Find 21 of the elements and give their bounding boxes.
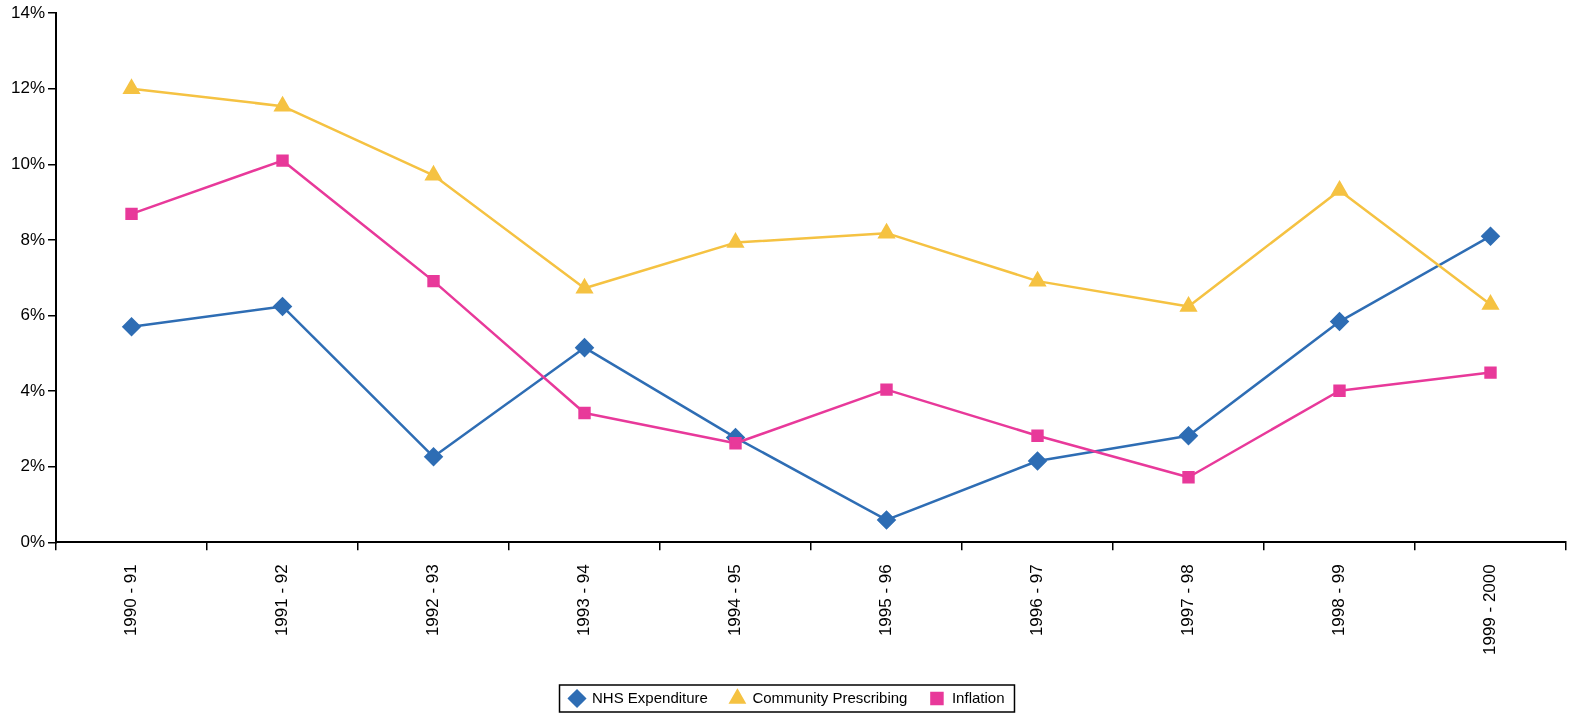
x-tick-label: 1990 - 91 [121,564,141,637]
y-tick-label: 12% [10,78,46,98]
y-tick-label: 4% [20,380,46,400]
y-tick-label: 6% [20,305,46,325]
y-tick-label: 0% [20,531,46,551]
x-tick-label: 1992 - 93 [423,564,443,637]
x-tick-label: 1995 - 96 [876,564,896,637]
x-tick-label: 1997 - 98 [1178,564,1198,637]
legend-label: Inflation [951,688,1005,706]
x-tick-label: 1991 - 92 [272,564,292,637]
y-tick-label: 10% [10,154,46,174]
legend-label: NHS Expenditure [592,688,708,706]
x-tick-label: 1996 - 97 [1027,564,1047,637]
y-tick-label: 2% [20,456,46,476]
y-tick-label: 14% [10,2,46,22]
x-tick-label: 1999 - 2000 [1480,564,1500,656]
x-tick-label: 1993 - 94 [574,564,594,637]
x-tick-label: 1994 - 95 [725,564,745,637]
y-tick-label: 8% [20,229,46,249]
x-tick-label: 1998 - 99 [1329,564,1349,637]
legend-label: Community Prescribing [752,688,908,706]
